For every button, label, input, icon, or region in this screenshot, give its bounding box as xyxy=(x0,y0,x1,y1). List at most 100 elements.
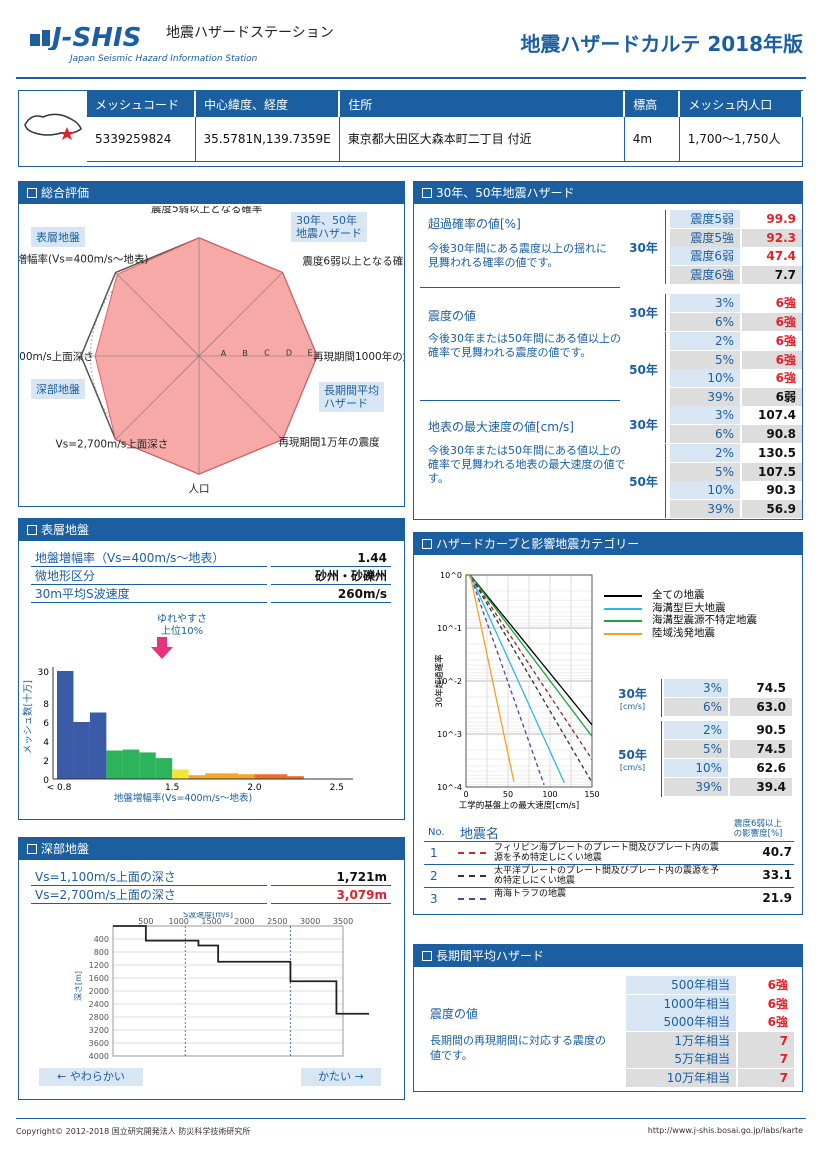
legend-swatch xyxy=(604,620,642,622)
row-value: 90.3 xyxy=(766,483,796,497)
longterm-label: 震度の値 xyxy=(430,1007,479,1021)
quake-line-swatch xyxy=(458,852,486,854)
hard-label: かたい → xyxy=(301,1068,381,1086)
quake-no: 2 xyxy=(430,869,438,883)
row-value: 7 xyxy=(738,1050,794,1068)
x-tick: 50 xyxy=(503,790,513,799)
row-value: 6強 xyxy=(767,996,788,1011)
deep-row-value: 3,079m xyxy=(271,886,391,904)
y-tick: 10^-1 xyxy=(437,624,462,633)
radar-axis-label: 震度5弱以上となる確率 xyxy=(151,206,262,215)
quake-contrib: 40.7 xyxy=(762,845,792,859)
x-tick: 100 xyxy=(542,790,557,799)
row-label: 震度5強 xyxy=(670,228,740,247)
deep-panel: 深部地盤 Vs=1,100m/s上面の深さ 1,721m Vs=2,700m/s上面… xyxy=(18,837,405,1100)
legend-label: 全ての地震 xyxy=(652,589,705,601)
y-tick: 10^-3 xyxy=(437,730,462,739)
histogram-bar xyxy=(139,752,156,779)
footer-url[interactable]: http://www.j-shis.bosai.go.jp/labs/karte xyxy=(647,1126,803,1135)
row-label: 10万年相当 xyxy=(626,1068,736,1087)
y-tick: 10^-2 xyxy=(437,677,462,686)
quake-contrib: 21.9 xyxy=(762,891,792,905)
hazard-curve xyxy=(466,574,515,782)
row-value: 6強 xyxy=(767,1015,788,1029)
period-label: 30年 [cm/s] xyxy=(604,679,662,717)
row-label: 6% xyxy=(670,424,740,443)
row-label: 5000年相当 xyxy=(626,1013,736,1031)
row-label: 震度5弱 xyxy=(670,210,740,228)
row-label: 5% xyxy=(664,740,728,758)
quake-contrib: 33.1 xyxy=(762,868,792,882)
radar-spoke xyxy=(198,272,283,357)
surface-row-value: 260m/s xyxy=(271,585,391,603)
radar-axis-label: 再現期間1000年の震度 xyxy=(313,350,404,363)
checkbox-icon xyxy=(422,188,432,198)
row-label: 震度6弱 xyxy=(670,247,740,265)
quake-row: 1 フィリピン海プレートのプレート間及びプレート内の震源を予め特定しにくい地震 40… xyxy=(424,841,794,863)
curve-title: ハザードカーブと影響地震カテゴリー xyxy=(436,537,640,551)
y-label: 深さ[m] xyxy=(74,971,83,1001)
checkbox-icon xyxy=(27,525,37,535)
lat-lon: 35.5781N,139.7359E xyxy=(195,117,340,162)
row-label: 2% xyxy=(664,721,728,739)
row-label: 39% xyxy=(670,499,740,518)
surface-panel: 表層地盤 地盤増幅率（Vs=400m/s～地表） 1.44 微地形区分 砂州・砂礫州 3… xyxy=(18,518,405,820)
radar-axis-label: 震度6弱以上となる確率 xyxy=(302,255,404,268)
hazard-curve xyxy=(466,574,593,783)
histogram-bar xyxy=(188,775,206,779)
legend-label: 海溝型震源不特定地震 xyxy=(652,614,757,626)
tag-long: 長期間平均 ハザード xyxy=(319,382,384,412)
soft-label: ← やわらかい xyxy=(39,1068,143,1086)
header-rule xyxy=(16,77,806,79)
row-value: 90.5 xyxy=(756,723,786,737)
overall-title: 総合評価 xyxy=(41,186,90,200)
row-label: 5% xyxy=(670,462,740,481)
legend-item: 陸域浅発地震 xyxy=(604,627,757,640)
checkbox-icon xyxy=(422,951,432,961)
quake-name: 南海トラフの地震 xyxy=(494,889,567,899)
row-value: 56.9 xyxy=(742,499,802,518)
checkbox-icon xyxy=(422,539,432,549)
histogram-bar xyxy=(172,769,189,779)
period-label: 50年 xyxy=(622,444,666,518)
y-tick: 4 xyxy=(43,738,49,748)
radar-ring-label: E xyxy=(308,349,313,358)
x-tick: 2.5 xyxy=(330,783,344,793)
checkbox-icon xyxy=(27,844,37,854)
elevation: 4m xyxy=(624,117,680,162)
meta-header: メッシュコード xyxy=(87,91,196,117)
y-tick: 30 xyxy=(38,668,50,678)
y-label: 30年超過確率 xyxy=(434,654,445,708)
row-label: 6% xyxy=(664,698,728,716)
y-tick: 10^0 xyxy=(440,571,462,580)
meta-header: メッシュ内人口 xyxy=(679,91,803,117)
radar-axis-label: Vs=1,100m/s上面深さ xyxy=(19,351,94,363)
x-tick: 0 xyxy=(463,790,468,799)
legend-swatch xyxy=(604,632,642,635)
address: 東京都大田区大森本町二丁目 付近 xyxy=(339,117,625,162)
logo-jp: 地震ハザードステーション xyxy=(166,25,334,41)
mesh-code: 5339259824 xyxy=(87,117,196,162)
deep-row-label: Vs=2,700m/s上面の深さ xyxy=(31,886,267,904)
page-title: 地震ハザードカルテ 2018年版 xyxy=(520,32,803,56)
legend-label: 海溝型巨大地震 xyxy=(652,601,726,614)
plot-frame xyxy=(112,925,344,1057)
marker-arrow-icon xyxy=(151,637,173,659)
quake-line-swatch xyxy=(458,875,486,877)
radar-axis-label: 人口 xyxy=(189,483,210,495)
velocity-profile xyxy=(113,925,369,1015)
longterm-title: 長期間平均ハザード xyxy=(436,949,545,963)
row-value: 130.5 xyxy=(758,446,796,460)
y-tick: 0 xyxy=(43,776,49,786)
histogram-bar xyxy=(57,671,74,779)
row-value: 99.9 xyxy=(766,212,796,226)
x-tick: 500 xyxy=(138,917,153,926)
svg-text:J-SHIS: J-SHIS xyxy=(47,23,141,50)
row-value: 6強 xyxy=(767,978,788,992)
row-label: 5% xyxy=(670,350,740,369)
curve-panel: ハザードカーブと影響地震カテゴリー 10^0 10^-1 10^-2 10^-3 10^… xyxy=(413,532,803,915)
x-tick: < 0.8 xyxy=(47,783,72,793)
y-label: メッシュ数[十万] xyxy=(22,680,34,754)
exceed-desc: 今後30年間にある震度以上の揺れに見舞われる確率の値です。 xyxy=(428,242,607,269)
radar-ring-label: C xyxy=(264,349,270,358)
